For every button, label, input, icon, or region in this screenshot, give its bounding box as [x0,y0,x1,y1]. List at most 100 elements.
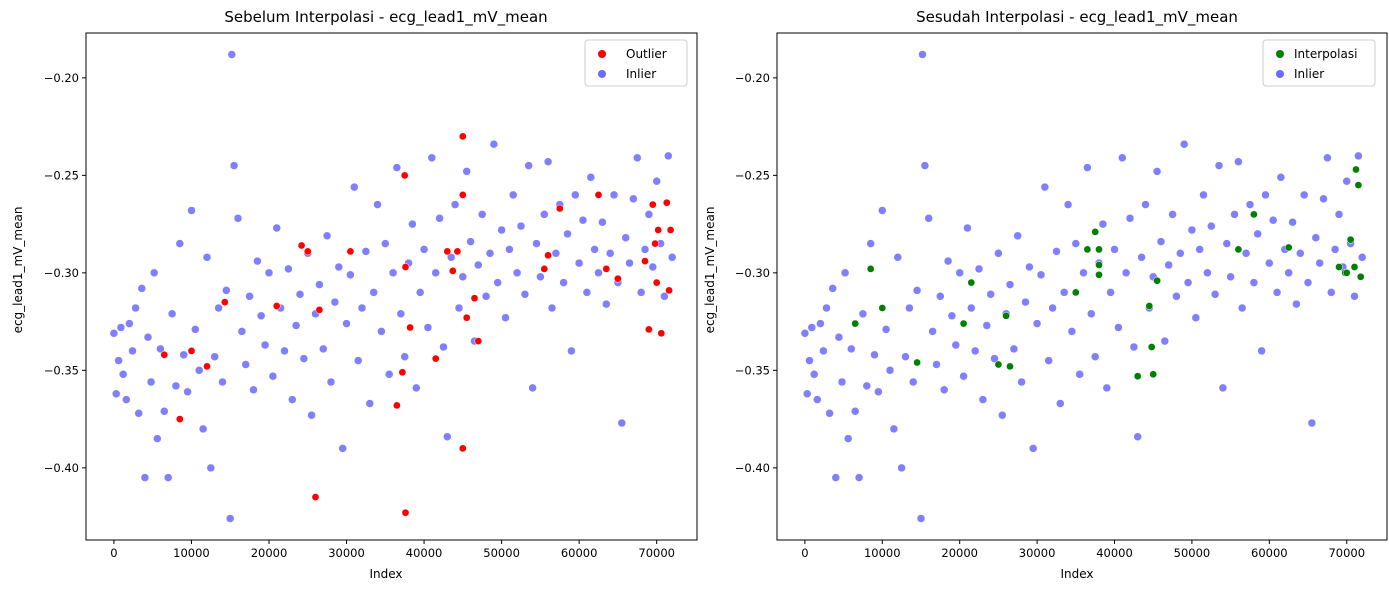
legend-box [1262,39,1376,87]
legend: Outlier Inlier [584,39,688,87]
inlier-point [508,190,518,200]
inlier-point [1176,249,1185,258]
inlier-point [1009,344,1019,354]
inlier-point [928,327,937,336]
inlier-point [834,332,844,342]
inlier-point [905,303,914,313]
inlier-point [1040,182,1050,192]
outlier-point [448,267,457,275]
inlier-point [1083,163,1092,172]
inlier-point [210,352,219,361]
outlier-point [272,302,281,310]
axes-frame [776,32,1388,541]
inlier-point [1052,247,1061,256]
inlier-point [505,245,514,254]
inlier-point [805,356,814,365]
inlier-point [1071,239,1081,248]
inlier-point [419,245,429,254]
inlier-point [1330,245,1340,254]
interpolated-point [1083,245,1092,254]
inlier-point [477,210,487,219]
inlier-point [1013,231,1022,241]
inlier-point [412,383,421,393]
inlier-point [1021,297,1030,307]
outlier-point [315,306,324,314]
inlier-point [365,399,375,408]
inlier-point [640,245,650,254]
inlier-point [194,366,204,375]
x-tick-label: 0 [110,546,117,560]
y-tick-label: −0.25 [44,168,79,182]
inlier-point [400,352,409,361]
inlier-point [912,286,922,295]
inlier-point [994,249,1003,258]
inlier-point [245,292,254,301]
inlier-point [1187,225,1197,235]
inlier-point [187,206,196,215]
inlier-point [443,432,452,441]
inlier-point [908,377,918,387]
inlier-point [1237,303,1247,313]
inlier-point [866,239,875,248]
legend-marker-interpolated [1276,50,1284,58]
y-tick-label: −0.40 [44,461,79,475]
inlier-point [889,424,899,434]
outlier-point [666,226,675,234]
outlier-point [297,241,306,250]
inlier-point [1028,444,1038,453]
inlier-point [648,262,658,272]
inlier-point [1079,268,1088,278]
outlier-point [303,247,312,256]
inlier-point [1334,210,1344,219]
inlier-point [319,344,328,354]
inlier-point [609,190,619,200]
inlier-point [357,303,367,313]
inlier-point [350,182,359,192]
inlier-point [528,383,537,393]
x-axis-label: Index [369,567,402,581]
inlier-point [1210,290,1220,299]
interpolated-point [1250,210,1258,219]
inlier-point [644,210,654,219]
outlier-point [406,323,414,332]
inlier-point [268,371,278,381]
inlier-point [295,290,305,299]
inlier-point [1214,161,1224,170]
inlier-point [454,303,464,313]
inlier-point [1230,210,1239,219]
inlier-point [939,385,949,395]
inlier-point [629,194,638,204]
inlier-point [1164,260,1173,270]
inlier-point [559,278,568,287]
inlier-point [567,346,576,356]
inlier-point [532,239,541,248]
inlier-point [431,268,440,278]
inlier-point [334,262,344,272]
inlier-point [1133,432,1142,441]
inlier-point [466,237,475,246]
inlier-point [153,434,162,443]
inlier-point [1226,272,1235,282]
inlier-point [1299,190,1309,200]
interpolated-point [1234,245,1243,254]
outlier-point [431,354,440,363]
inlier-point [547,303,557,313]
inlier-point [307,410,316,420]
interpolated-point [1095,245,1103,254]
inlier-point [1249,278,1259,287]
inlier-point [990,354,999,363]
inlier-point [1036,270,1046,280]
outlier-point [462,313,471,322]
interpolated-point [1284,243,1293,252]
inlier-point [497,225,506,235]
outlier-point [175,415,184,423]
inlier-point [326,377,336,387]
inlier-point [1152,167,1162,176]
inlier-point [1307,418,1317,428]
inlier-point [847,344,856,354]
outlier-point [645,325,653,334]
x-tick-label: 20000 [941,546,978,560]
y-tick-label: −0.35 [735,363,770,377]
inlier-point [1195,245,1204,254]
outlier-point [458,191,467,199]
